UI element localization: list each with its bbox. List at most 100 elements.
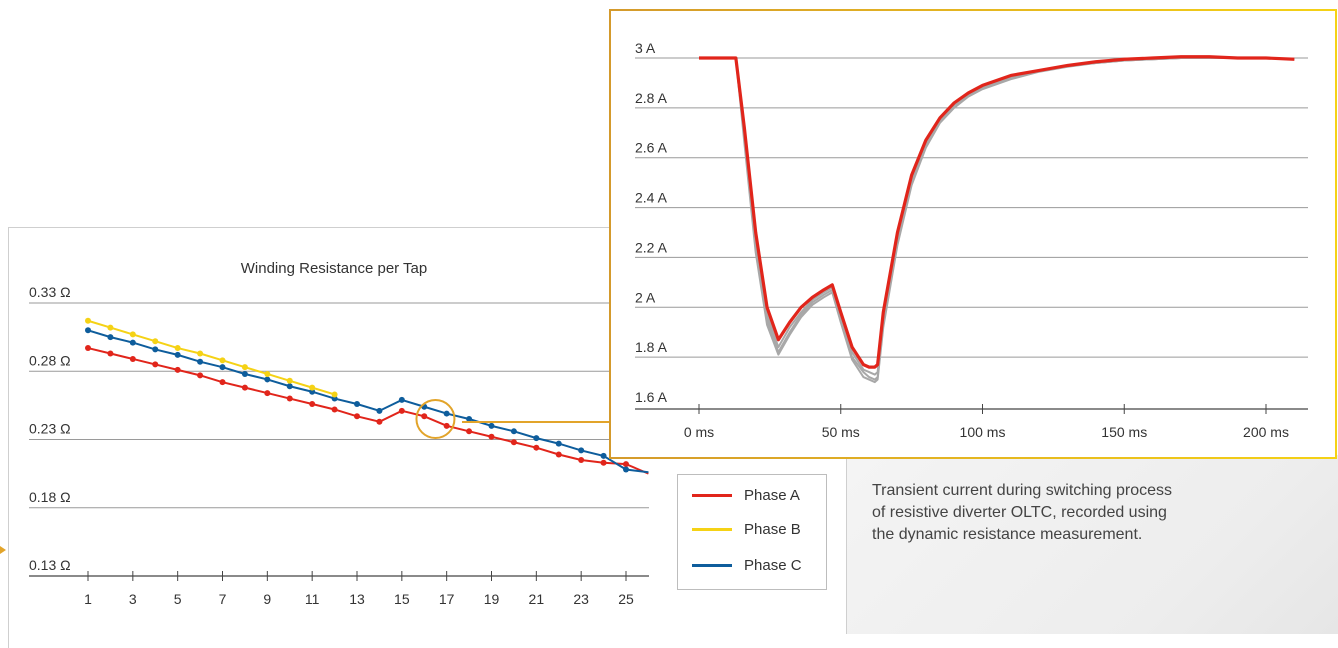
data-point-phase-c	[510, 428, 517, 435]
figure-caption: Transient current during switching proce…	[872, 482, 1172, 543]
x-tick-label: 0 ms	[684, 424, 714, 440]
data-point-phase-a	[174, 366, 181, 373]
data-point-phase-a	[219, 379, 226, 386]
data-point-phase-a	[264, 390, 271, 397]
winding-resistance-panel: Winding Resistance per Tap 0.33 Ω 0.28 Ω 0.…	[8, 227, 669, 648]
data-point-phase-c	[354, 401, 360, 408]
y-tick-label: 0.18 Ω	[29, 489, 71, 505]
data-point-phase-a	[241, 384, 248, 391]
data-point-phase-b	[219, 357, 226, 364]
x-tick-label: 17	[439, 591, 455, 607]
transient-current-chart: 3 A 2.8 A 2.6 A 2.4 A 2.2 A 2 A 1.8 A 1.6 A 0 ms…	[635, 40, 1308, 440]
data-point-phase-b	[85, 317, 91, 324]
data-point-phase-b	[107, 324, 114, 331]
data-point-phase-a	[398, 407, 405, 414]
y-tick-label: 0.23 Ω	[29, 421, 71, 437]
y-tick-label: 0.28 Ω	[29, 352, 71, 368]
data-point-phase-b	[174, 345, 181, 352]
y-tick-label: 2.2 A	[635, 239, 668, 255]
data-point-phase-a	[129, 355, 136, 362]
x-tick-label: 200 ms	[1243, 424, 1289, 440]
y-tick-label: 1.6 A	[635, 389, 668, 405]
legend-item-phase-b: Phase B	[692, 519, 801, 539]
data-point-phase-c	[85, 327, 91, 334]
x-tick-label: 11	[305, 591, 320, 607]
y-tick-label: 2.4 A	[635, 190, 668, 206]
data-point-phase-a	[331, 406, 338, 413]
data-point-phase-b	[241, 364, 248, 371]
x-tick-label: 25	[618, 591, 634, 607]
series-line-phase-b	[87, 319, 335, 396]
y-tick-label: 2.8 A	[635, 90, 668, 106]
data-point-phase-c	[286, 383, 293, 390]
y-tick-label: 2 A	[635, 289, 656, 305]
data-point-phase-a	[309, 401, 316, 408]
data-point-phase-b	[309, 384, 316, 391]
legend-swatch-phase-a	[692, 493, 732, 497]
data-point-phase-c	[466, 416, 473, 423]
data-point-phase-c	[533, 435, 540, 442]
legend-label-phase-a: Phase A	[744, 486, 800, 504]
x-tick-label: 3	[129, 591, 137, 607]
legend-item-phase-c: Phase C	[692, 555, 802, 575]
legend-item-phase-a: Phase A	[692, 485, 800, 505]
data-point-phase-c	[578, 447, 585, 454]
x-tick-label: 23	[573, 591, 589, 607]
left-edge-marker-icon	[0, 546, 6, 554]
data-point-phase-c	[623, 466, 629, 473]
data-point-phase-a	[107, 350, 114, 357]
transient-current-panel: 3 A 2.8 A 2.6 A 2.4 A 2.2 A 2 A 1.8 A 1.6 A 0 ms…	[609, 9, 1337, 459]
data-point-phase-c	[376, 407, 383, 414]
current-trace-red	[699, 55, 1295, 369]
y-tick-label: 0.33 Ω	[29, 284, 71, 300]
data-point-phase-c	[600, 452, 607, 459]
chart-legend: Phase A Phase B Phase C	[677, 474, 827, 590]
series-line-phase-a	[87, 347, 649, 475]
data-point-phase-a	[488, 433, 495, 440]
data-point-phase-b	[331, 391, 338, 398]
legend-swatch-phase-c	[692, 563, 732, 567]
data-point-phase-a	[443, 422, 450, 429]
data-point-phase-c	[107, 334, 114, 341]
data-point-phase-c	[264, 376, 271, 383]
x-tick-label: 9	[263, 591, 271, 607]
x-tick-label: 7	[219, 591, 227, 607]
data-point-phase-a	[286, 395, 293, 402]
x-tick-label: 15	[394, 591, 410, 607]
data-point-phase-b	[152, 338, 159, 345]
x-tick-label: 100 ms	[960, 424, 1006, 440]
data-point-phase-a	[152, 361, 159, 368]
data-point-phase-b	[197, 350, 204, 357]
data-point-phase-a	[354, 413, 360, 420]
data-point-phase-a	[466, 428, 473, 435]
data-point-phase-a	[578, 456, 585, 463]
data-point-phase-a	[533, 444, 540, 451]
data-point-phase-c	[129, 339, 136, 346]
data-point-phase-a	[510, 439, 517, 446]
data-point-phase-c	[152, 346, 159, 353]
x-tick-label: 5	[174, 591, 182, 607]
data-point-phase-a	[85, 345, 91, 352]
data-point-phase-a	[197, 372, 204, 379]
data-point-phase-c	[174, 351, 181, 358]
data-point-phase-c	[241, 370, 248, 377]
data-point-phase-a	[600, 459, 607, 466]
chart-title: Winding Resistance per Tap	[241, 260, 428, 277]
series-line-phase-c	[87, 329, 649, 474]
y-tick-label: 0.13 Ω	[29, 557, 71, 573]
data-point-phase-c	[219, 364, 226, 371]
callout-connector-line	[462, 421, 610, 423]
x-tick-label: 13	[349, 591, 365, 607]
highlight-circle	[415, 399, 456, 440]
x-tick-label: 150 ms	[1101, 424, 1147, 440]
data-point-phase-c	[443, 410, 450, 417]
data-point-phase-a	[555, 451, 562, 458]
data-point-phase-c	[197, 358, 204, 365]
legend-label-phase-b: Phase B	[744, 520, 801, 538]
data-point-phase-b	[264, 370, 271, 377]
data-point-phase-c	[398, 396, 405, 403]
x-tick-label: 19	[484, 591, 500, 607]
y-tick-label: 3 A	[635, 40, 656, 56]
legend-label-phase-c: Phase C	[744, 556, 802, 574]
data-point-phase-c	[488, 422, 495, 429]
